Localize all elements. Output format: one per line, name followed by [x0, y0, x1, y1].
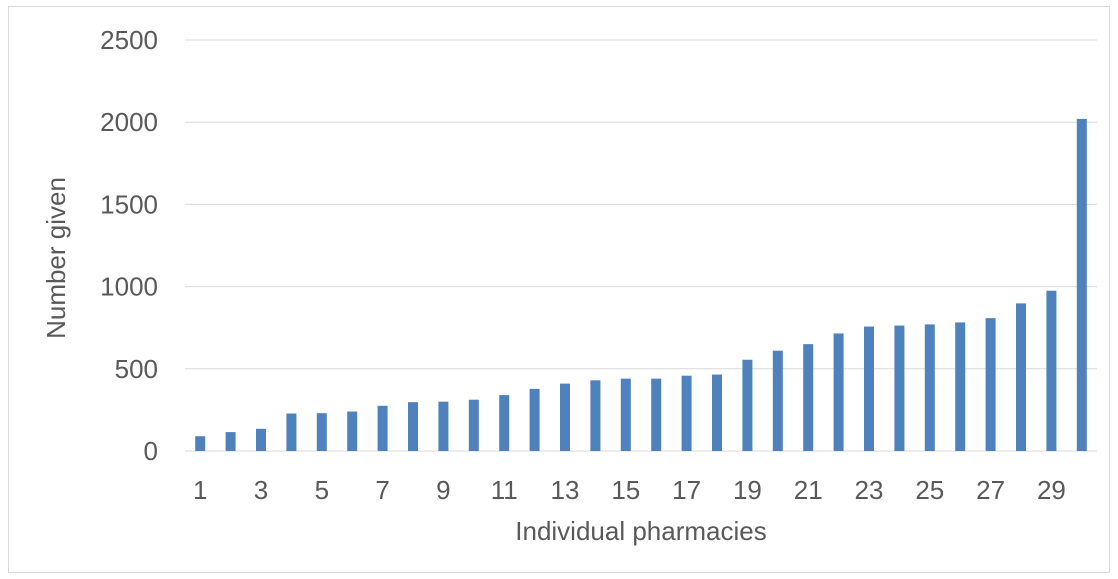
y-tick-label: 1000 [100, 272, 158, 302]
bar [681, 375, 692, 451]
bar [742, 359, 753, 451]
bar [316, 413, 327, 451]
bar [985, 318, 996, 451]
x-tick-label: 29 [1037, 475, 1066, 505]
x-tick-label: 1 [193, 475, 207, 505]
x-axis-tick-labels: 1 3 5 7 9 11 13 15 17 19 21 23 25 27 29 [193, 475, 1066, 505]
y-tick-label: 0 [144, 436, 158, 466]
bar [347, 411, 358, 451]
y-tick-label: 1500 [100, 189, 158, 219]
x-tick-label: 27 [976, 475, 1005, 505]
x-tick-label: 5 [315, 475, 329, 505]
bar [286, 413, 297, 451]
bar [499, 395, 510, 451]
x-tick-label: 21 [794, 475, 823, 505]
bar [651, 378, 662, 451]
x-tick-label: 19 [733, 475, 762, 505]
chart-frame [8, 6, 1110, 573]
bar [894, 325, 905, 451]
y-tick-label: 2500 [100, 25, 158, 55]
y-tick-label: 500 [115, 354, 158, 384]
bar [772, 350, 783, 451]
bar [1046, 290, 1057, 451]
bar [833, 333, 844, 451]
bar [864, 326, 874, 451]
x-axis-title: Individual pharmacies [515, 516, 766, 546]
bar [620, 378, 631, 451]
bar [590, 380, 601, 451]
x-tick-label: 11 [491, 475, 518, 505]
gridlines [185, 39, 1097, 452]
bar [955, 322, 966, 451]
x-tick-label: 7 [375, 475, 389, 505]
x-tick-label: 3 [254, 475, 268, 505]
bar [438, 401, 449, 451]
bar [225, 432, 236, 451]
y-tick-label: 2000 [100, 107, 158, 137]
bar [408, 402, 418, 451]
x-tick-label: 17 [672, 475, 701, 505]
y-axis-title: Number given [41, 177, 71, 339]
x-tick-label: 23 [855, 475, 884, 505]
x-tick-label: 13 [551, 475, 580, 505]
y-axis-tick-labels: 0 500 1000 1500 2000 2500 [100, 25, 158, 466]
bar [256, 428, 266, 451]
bar [468, 399, 479, 451]
bar [803, 344, 814, 451]
bar [377, 405, 388, 451]
bar [529, 388, 540, 451]
x-tick-label: 15 [611, 475, 640, 505]
x-tick-label: 9 [436, 475, 450, 505]
bar [1016, 303, 1026, 451]
bar [712, 374, 722, 451]
bars [195, 118, 1087, 452]
bar [195, 436, 206, 451]
bar [1076, 118, 1087, 452]
bar [924, 324, 935, 451]
x-tick-label: 25 [915, 475, 944, 505]
bar [560, 383, 570, 451]
